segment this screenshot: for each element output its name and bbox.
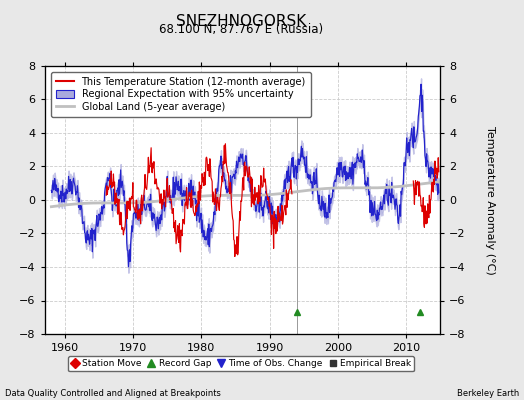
Y-axis label: Temperature Anomaly (°C): Temperature Anomaly (°C) bbox=[485, 126, 495, 274]
Legend: This Temperature Station (12-month average), Regional Expectation with 95% uncer: This Temperature Station (12-month avera… bbox=[51, 72, 311, 117]
Text: Data Quality Controlled and Aligned at Breakpoints: Data Quality Controlled and Aligned at B… bbox=[5, 389, 221, 398]
Text: 68.100 N, 87.767 E (Russia): 68.100 N, 87.767 E (Russia) bbox=[159, 23, 323, 36]
Legend: Station Move, Record Gap, Time of Obs. Change, Empirical Break: Station Move, Record Gap, Time of Obs. C… bbox=[68, 356, 414, 372]
Text: SNEZHNOGORSK: SNEZHNOGORSK bbox=[176, 14, 306, 29]
Text: Berkeley Earth: Berkeley Earth bbox=[456, 389, 519, 398]
